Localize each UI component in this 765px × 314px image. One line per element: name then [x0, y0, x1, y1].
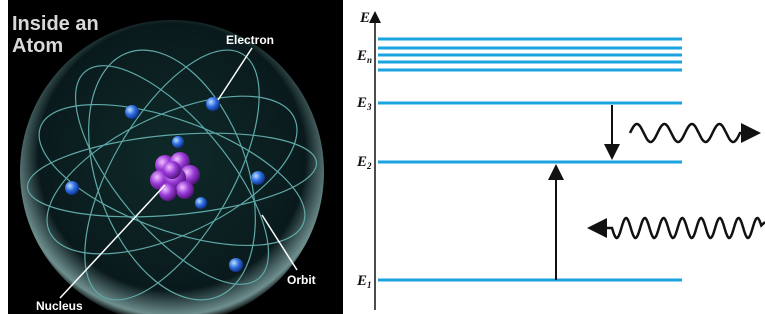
electron-label: Electron	[226, 33, 274, 47]
level-subscript: 1	[367, 280, 372, 290]
title-line: Inside an	[12, 13, 99, 35]
level-subscript: 3	[366, 102, 372, 112]
nucleus-label: Nucleus	[36, 299, 83, 313]
level-symbol: E	[356, 48, 367, 64]
level-label: E3	[356, 95, 372, 112]
level-symbol: E	[356, 95, 367, 111]
level-label: E1	[356, 273, 372, 290]
axis-label: E	[359, 10, 370, 26]
absorbed-photon	[592, 218, 765, 238]
atom-illustration: Inside an Atom Electron Orbit Nucleus	[8, 0, 343, 314]
energy-levels	[378, 39, 682, 280]
level-symbol: E	[356, 273, 367, 289]
level-label: E2	[356, 154, 372, 171]
level-subscript: 2	[366, 161, 372, 171]
page: Inside an Atom Electron Orbit Nucleus E …	[0, 0, 765, 314]
level-subscript: n	[367, 55, 372, 65]
title-line: Atom	[12, 35, 63, 57]
level-label: En	[356, 48, 372, 65]
level-symbol: E	[356, 154, 367, 170]
emitted-photon	[630, 124, 756, 142]
orbit-label: Orbit	[287, 273, 316, 287]
